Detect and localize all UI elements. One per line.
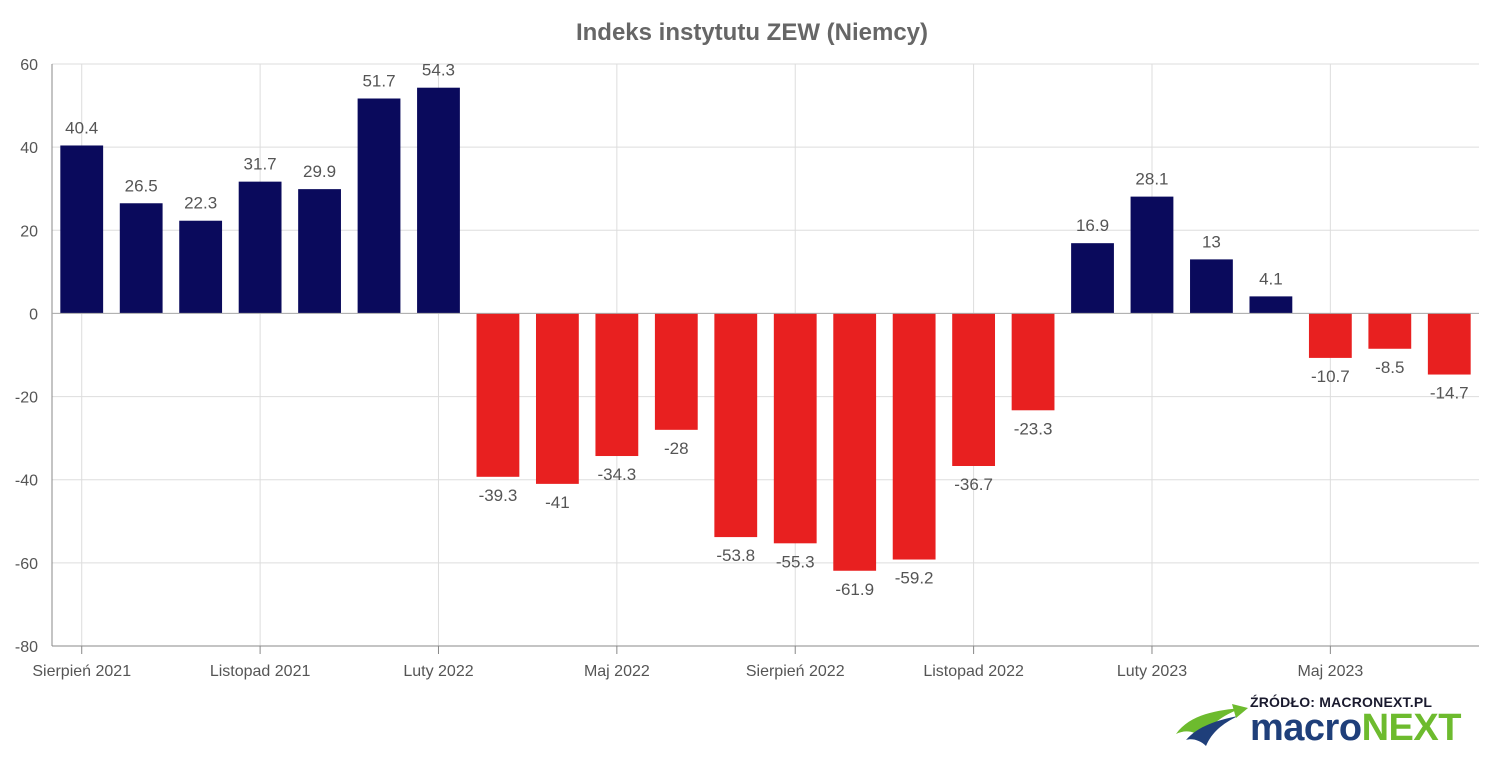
data-label: 16.9 [1076,216,1109,235]
bar[interactable] [1130,196,1174,314]
data-label: -36.7 [954,475,993,494]
bar[interactable] [1011,313,1055,411]
data-label: 40.4 [65,118,98,137]
y-tick-label: -20 [15,390,38,407]
data-label: -41 [545,493,570,512]
source-text: ŹRÓDŁO: MACRONEXT.PL [1250,694,1433,710]
macronext-swoosh-icon [1176,704,1248,746]
bars-layer [60,87,1471,571]
bar[interactable] [1308,313,1352,358]
data-label: 26.5 [125,176,158,195]
x-tick-label: Maj 2022 [584,663,650,680]
data-label: -10.7 [1311,367,1350,386]
data-label: 51.7 [362,72,395,91]
y-tick-label: -40 [15,473,38,490]
data-label: -8.5 [1375,358,1404,377]
bar[interactable] [476,313,520,477]
data-label: 4.1 [1259,269,1283,288]
x-tick-label: Sierpień 2021 [32,663,131,680]
y-tick-label: 0 [29,306,38,323]
bar[interactable] [238,181,282,314]
data-label: 54.3 [422,61,455,80]
y-tick-label: 60 [20,57,38,74]
bar[interactable] [298,189,341,314]
data-label: -55.3 [776,552,815,571]
bar[interactable] [1071,243,1114,314]
data-label: -14.7 [1430,384,1469,403]
bar[interactable] [1249,296,1293,314]
bar[interactable] [714,313,758,538]
bar[interactable] [60,145,104,314]
y-tick-label: -60 [15,556,38,573]
bar[interactable] [535,313,579,484]
bar[interactable] [595,313,639,457]
bar[interactable] [417,87,460,314]
y-tick-label: -80 [15,639,38,656]
data-label: -28 [664,439,689,458]
bar[interactable] [119,203,163,314]
bar[interactable] [833,313,877,571]
bar[interactable] [1190,259,1233,314]
data-labels-layer: 40.4 26.5 22.3 31.7 29.9 51.7 54.3 -39.3 -41 -34.… [65,61,1468,599]
axes-layer: 60 40 20 0 -20 -40 -60 -80 Sierpień 2021 Listopad… [15,57,1479,680]
bar[interactable] [773,313,817,544]
y-tick-label: 40 [20,140,38,157]
x-tick-label: Listopad 2022 [923,663,1024,680]
bar[interactable] [1368,313,1412,349]
bar[interactable] [357,98,401,314]
x-tick-label: Luty 2022 [403,663,473,680]
x-tick-label: Luty 2023 [1117,663,1187,680]
brand-wordmark: macroNEXT [1250,708,1461,748]
data-label: 22.3 [184,194,217,213]
data-label: 28.1 [1135,170,1168,189]
x-tick-label: Maj 2023 [1297,663,1363,680]
bar[interactable] [179,220,223,314]
data-label: -53.8 [716,546,755,565]
brand-part-macro: macro [1250,707,1362,749]
data-label: -39.3 [479,486,518,505]
bar[interactable] [952,313,996,466]
data-label: -61.9 [835,580,874,599]
data-label: -34.3 [597,465,636,484]
x-tick-label: Sierpień 2022 [746,663,845,680]
chart-title: Indeks instytutu ZEW (Niemcy) [576,19,928,46]
grid-layer [52,63,1479,647]
data-label: 13 [1202,232,1221,251]
data-label: 31.7 [244,155,277,174]
data-label: -59.2 [895,569,934,588]
x-tick-label: Listopad 2021 [210,663,311,680]
bar[interactable] [1427,313,1471,375]
data-label: -23.3 [1014,419,1053,438]
bar[interactable] [892,313,936,560]
brand-part-next: NEXT [1361,707,1462,749]
bar[interactable] [654,313,698,430]
data-label: 29.9 [303,162,336,181]
y-tick-label: 20 [20,223,38,240]
